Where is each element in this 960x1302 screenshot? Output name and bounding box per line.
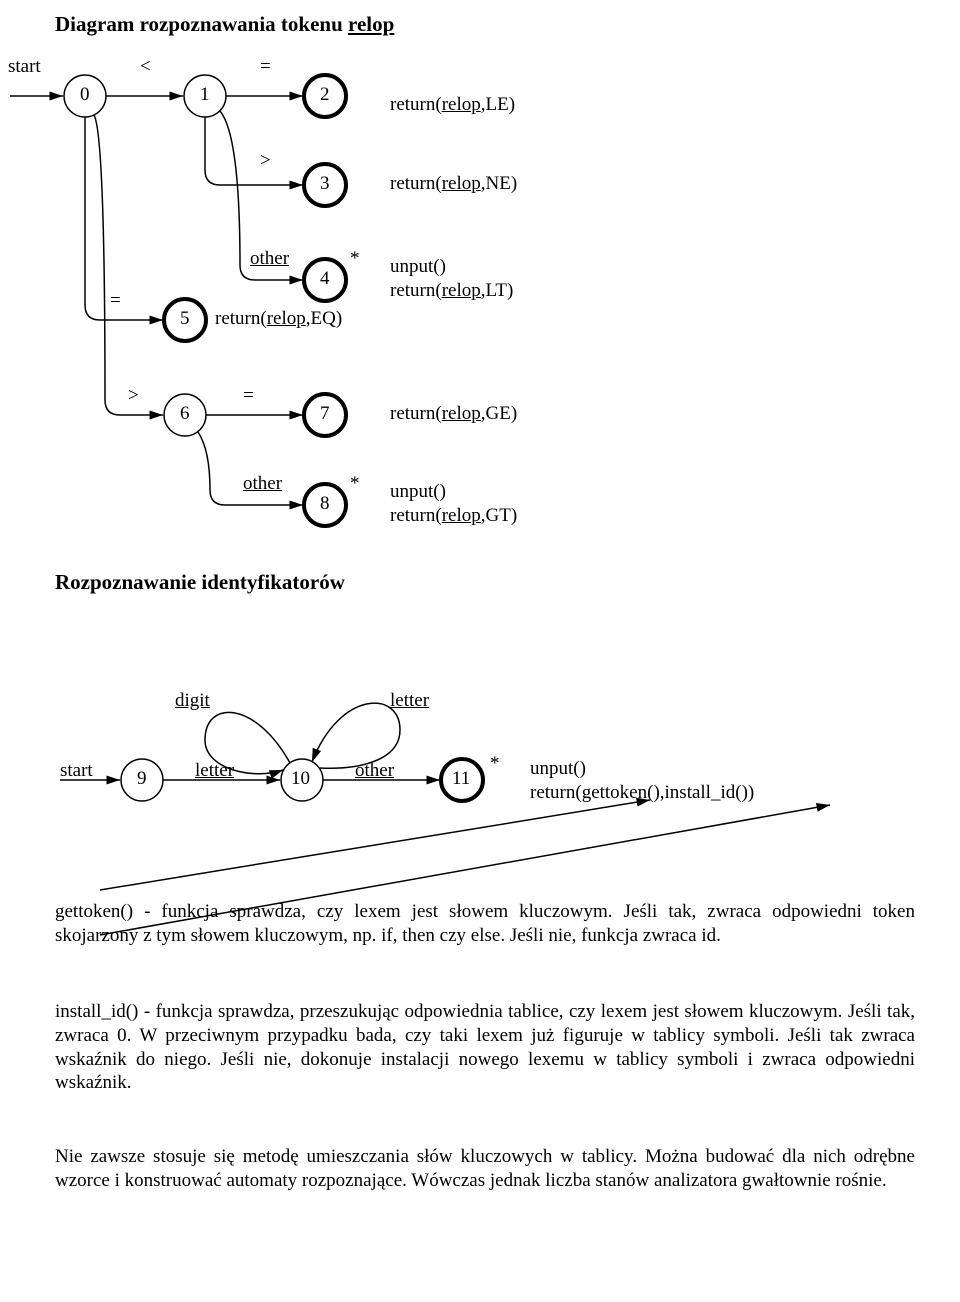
- para-gettoken: gettoken() - funkcja sprawdza, czy lexem…: [55, 900, 915, 948]
- edge-eq-67: =: [243, 385, 254, 407]
- loop-digit: digit: [175, 690, 210, 712]
- node-1: 1: [200, 84, 210, 106]
- node-11: 11: [452, 768, 470, 790]
- out-id2: return(gettoken(),install_id()): [530, 782, 754, 804]
- loop-letter: letter: [390, 690, 429, 712]
- edge-other-14: other: [250, 248, 289, 270]
- edge-gt-06: >: [128, 385, 139, 407]
- page: Diagram rozpoznawania tokenu relop: [0, 0, 960, 1302]
- node-4: 4: [320, 268, 330, 290]
- out-lt2: return(relop,LT): [390, 280, 513, 302]
- edge-lt: <: [140, 56, 151, 78]
- node-0: 0: [80, 84, 90, 106]
- start-label-2: start: [60, 760, 93, 782]
- edge-eq-12: =: [260, 56, 271, 78]
- start-label: start: [8, 56, 41, 78]
- out-gt1: unput(): [390, 481, 446, 503]
- node-9: 9: [137, 768, 147, 790]
- out-gt2: return(relop,GT): [390, 505, 517, 527]
- node-3: 3: [320, 173, 330, 195]
- node-6: 6: [180, 403, 190, 425]
- out-ne: return(relop,NE): [390, 173, 517, 195]
- star-4: *: [350, 248, 360, 270]
- node-8: 8: [320, 493, 330, 515]
- node-10: 10: [291, 768, 310, 790]
- para-installid: install_id() - funkcja sprawdza, przeszu…: [55, 1000, 915, 1095]
- node-2: 2: [320, 84, 330, 106]
- id-diagram: [0, 570, 960, 950]
- out-ge: return(relop,GE): [390, 403, 517, 425]
- out-lt1: unput(): [390, 256, 446, 278]
- edge-eq-05: =: [110, 290, 121, 312]
- node-5: 5: [180, 308, 190, 330]
- node-7: 7: [320, 403, 330, 425]
- edge-gt-13: >: [260, 150, 271, 172]
- edge-letter-910: letter: [195, 760, 234, 782]
- star-8: *: [350, 473, 360, 495]
- edge-other-68: other: [243, 473, 282, 495]
- out-id1: unput(): [530, 758, 586, 780]
- out-eq: return(relop,EQ): [215, 308, 342, 330]
- para-note: Nie zawsze stosuje się metodę umieszczan…: [55, 1145, 915, 1193]
- out-le: return(relop,LE): [390, 94, 515, 116]
- edge-other-1011: other: [355, 760, 394, 782]
- star-11: *: [490, 753, 500, 775]
